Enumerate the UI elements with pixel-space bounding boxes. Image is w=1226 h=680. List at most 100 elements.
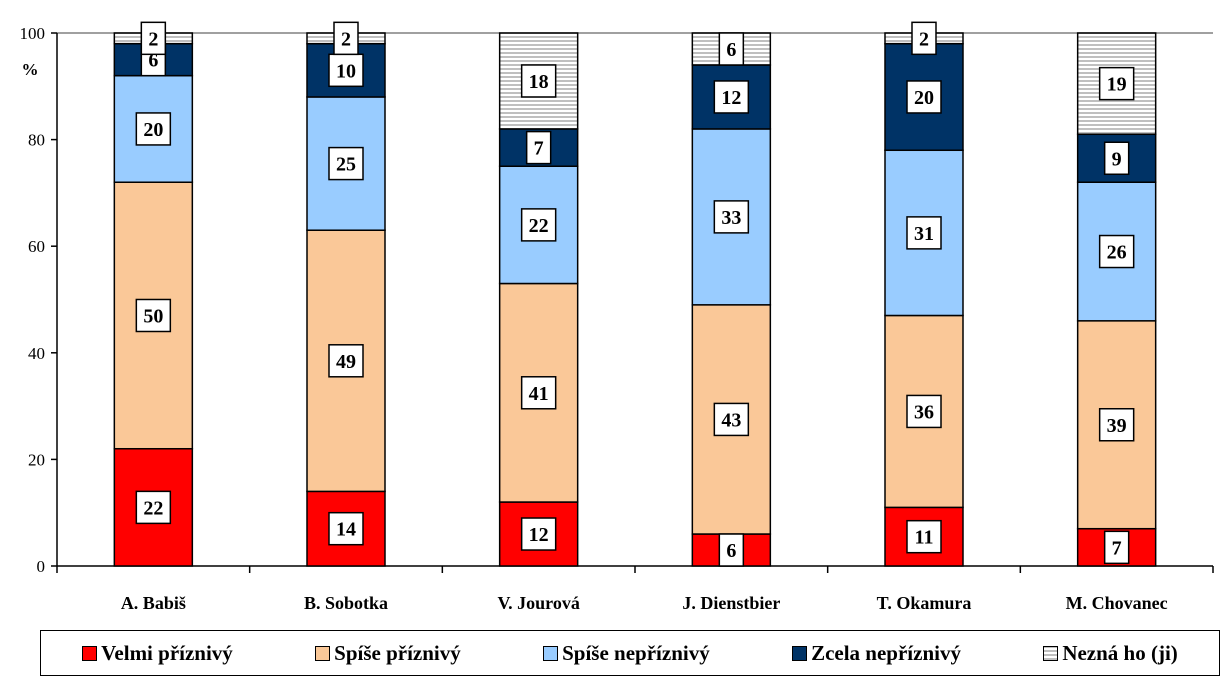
data-label: 50 [135, 298, 172, 333]
data-label-box [1103, 141, 1130, 176]
data-label-box [328, 146, 364, 181]
data-label-value: 12 [721, 87, 741, 109]
data-label: 18 [520, 64, 557, 98]
data-label-value: 7 [1112, 537, 1122, 559]
data-label: 12 [520, 517, 557, 551]
data-label-value: 18 [529, 71, 549, 93]
data-label-value: 31 [914, 223, 934, 245]
data-label-value: 2 [919, 28, 929, 50]
legend-label: Nezná ho (ji) [1062, 640, 1178, 665]
bars [113, 32, 1157, 567]
data-label-box [713, 402, 750, 437]
data-label-box [135, 112, 172, 146]
data-label: 43 [713, 402, 750, 437]
data-label: 2 [911, 21, 937, 56]
y-tick-label: 40 [28, 344, 45, 363]
data-labels: 2250206214492510212412271864333126113631… [135, 21, 1135, 567]
data-label: 20 [906, 80, 942, 114]
category-label: V. Jourová [497, 593, 579, 613]
data-label-value: 20 [143, 119, 163, 141]
y-tick-label: 20 [28, 450, 45, 469]
data-label: 25 [328, 146, 364, 181]
data-label-box [713, 80, 750, 114]
data-label-box [1098, 408, 1135, 442]
data-label-box [135, 490, 172, 525]
data-label-value: 22 [529, 215, 549, 237]
data-label-value: 6 [726, 39, 736, 61]
data-label-value: 2 [341, 28, 351, 50]
legend-item: Zcela nepříznivý [792, 641, 961, 666]
data-label: 2 [140, 21, 167, 56]
legend-swatch [1043, 645, 1059, 661]
data-label-value: 6 [148, 50, 158, 72]
data-label-value: 26 [1107, 242, 1127, 264]
data-label-value: 36 [914, 401, 934, 423]
data-label-box [713, 200, 750, 234]
data-label: 22 [520, 208, 557, 242]
data-label-value: 10 [336, 60, 356, 82]
legend-swatch [82, 645, 98, 661]
data-label: 2 [333, 21, 359, 56]
data-label-box [520, 64, 557, 98]
data-label: 31 [906, 216, 942, 250]
data-label-box [328, 344, 364, 378]
legend-swatch [315, 645, 331, 661]
data-label-box [906, 394, 942, 429]
data-label-box [328, 511, 364, 546]
data-label-value: 39 [1107, 415, 1127, 437]
data-label: 12 [713, 80, 750, 114]
data-label-value: 9 [1112, 148, 1122, 170]
legend: Velmi příznivý Spíše příznivý Spíše nepříz… [40, 630, 1220, 676]
y-tick-label: 0 [37, 557, 46, 576]
data-label-value: 41 [529, 383, 549, 405]
data-label-value: 49 [336, 351, 356, 373]
data-label-box [1098, 66, 1135, 101]
y-tick-label: 60 [28, 237, 45, 256]
data-label-value: 50 [143, 305, 163, 327]
data-label: 26 [1098, 234, 1135, 269]
bar-segment [1076, 32, 1157, 136]
data-label: 6 [718, 32, 745, 66]
data-label-value: 33 [721, 207, 741, 229]
y-tick-label: 100 [20, 24, 46, 43]
data-label-box [525, 130, 552, 165]
legend-label: Spíše nepříznivý [562, 640, 710, 665]
data-label-value: 14 [336, 519, 356, 541]
data-label-box [906, 80, 942, 114]
y-axis-label: % [22, 60, 39, 79]
data-label-box [906, 216, 942, 250]
category-label: J. Dienstbier [682, 593, 780, 613]
data-label: 6 [718, 533, 745, 567]
legend-item: Spíše nepříznivý [543, 641, 710, 666]
legend-swatch [792, 645, 808, 661]
legend-swatch [543, 645, 559, 661]
stacked-bar-chart: 0 20 40 60 80 100 A. Babiš B. Sobotka V. Jourová… [20, 21, 1214, 613]
data-label: 10 [328, 53, 364, 88]
data-label: 22 [135, 490, 172, 525]
data-label-value: 43 [721, 409, 741, 431]
category-label: B. Sobotka [304, 593, 388, 613]
legend-label: Velmi příznivý [101, 640, 233, 665]
data-label: 39 [1098, 408, 1135, 442]
data-label: 7 [1103, 530, 1130, 565]
data-label-value: 12 [529, 524, 549, 546]
data-label-value: 11 [915, 527, 934, 549]
data-label-value: 19 [1107, 74, 1127, 96]
data-label-box [911, 21, 937, 56]
data-label-box [328, 53, 364, 88]
data-label: 36 [906, 394, 942, 429]
data-label: 33 [713, 200, 750, 234]
legend-label: Spíše příznivý [334, 640, 461, 665]
data-label-box [140, 21, 167, 56]
category-label: M. Chovanec [1066, 593, 1168, 613]
data-label-box [906, 519, 942, 554]
data-label: 7 [525, 130, 552, 165]
data-label-value: 2 [148, 28, 158, 50]
data-label-box [333, 21, 359, 56]
category-label: A. Babiš [121, 593, 186, 613]
data-label-box [135, 298, 172, 333]
data-label: 20 [135, 112, 172, 146]
data-label: 9 [1103, 141, 1130, 176]
legend-label: Zcela nepříznivý [811, 640, 961, 665]
data-label-box [520, 208, 557, 242]
